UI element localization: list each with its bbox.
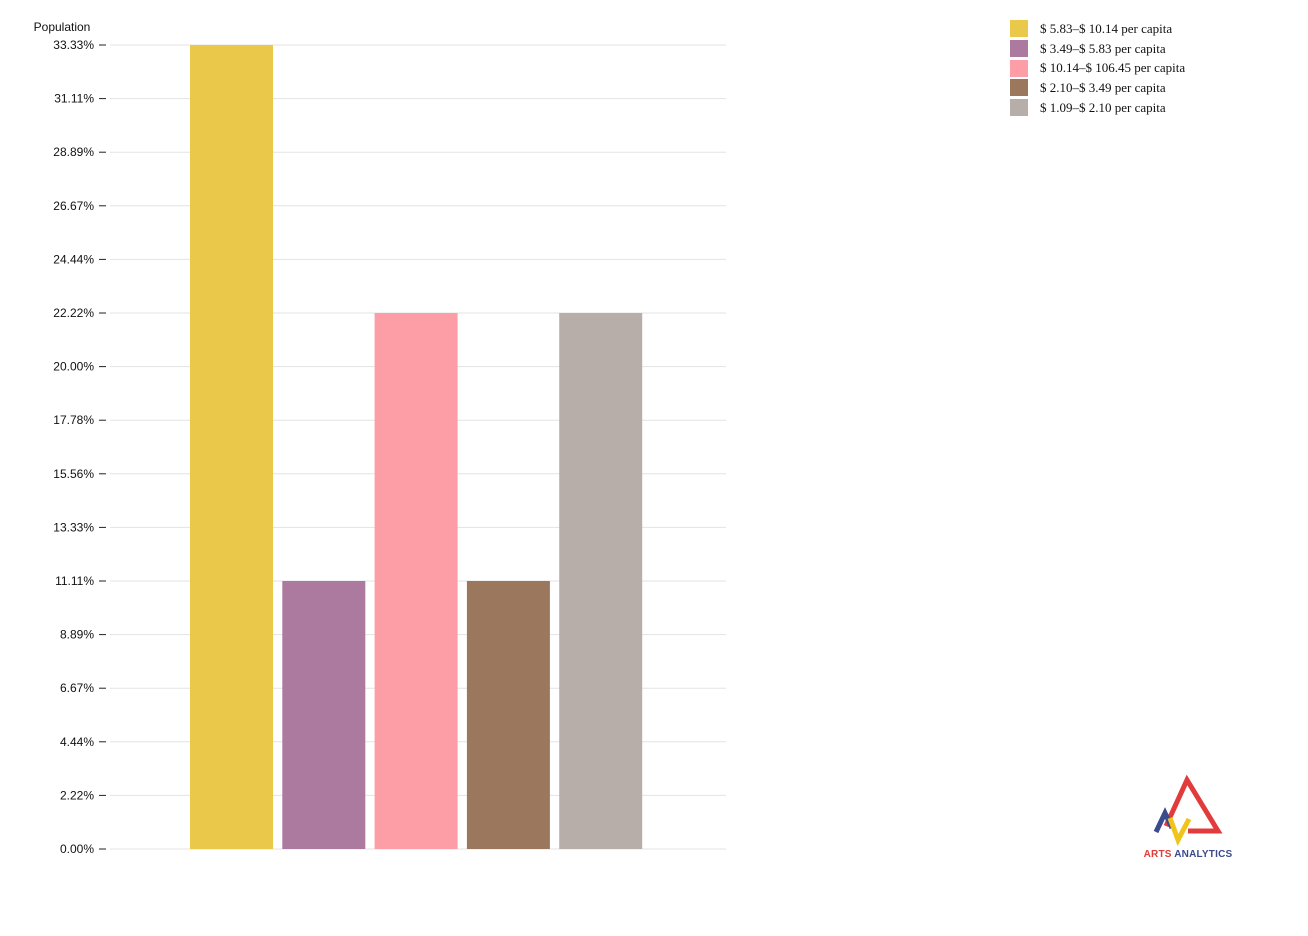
legend: $ 5.83–$ 10.14 per capita $ 3.49–$ 5.83 … xyxy=(1010,19,1185,117)
legend-label: $ 5.83–$ 10.14 per capita xyxy=(1040,20,1173,36)
y-axis: 0.00% 2.22% 4.44% 6.67% 8.89% 11.11% 13.33% 15.… xyxy=(53,38,106,856)
bar[interactable] xyxy=(466,581,550,849)
logo-mark-icon xyxy=(1153,774,1223,847)
y-tick-label: 33.33% xyxy=(53,38,94,52)
bar[interactable] xyxy=(282,581,366,849)
legend-item[interactable]: $ 5.83–$ 10.14 per capita xyxy=(1010,19,1185,39)
y-tick-label: 13.33% xyxy=(53,520,94,534)
y-axis-title: Population xyxy=(34,20,91,34)
legend-swatch xyxy=(1010,79,1028,97)
legend-swatch xyxy=(1010,59,1028,77)
legend-swatch xyxy=(1010,99,1028,117)
y-tick-label: 15.56% xyxy=(53,467,94,481)
legend-item[interactable]: $ 1.09–$ 2.10 per capita xyxy=(1010,98,1185,118)
legend-item[interactable]: $ 10.14–$ 106.45 per capita xyxy=(1010,58,1185,78)
y-tick-label: 22.22% xyxy=(53,306,94,320)
legend-label: $ 2.10–$ 3.49 per capita xyxy=(1040,79,1166,95)
arts-analytics-logo: ARTS ANALYTICS xyxy=(1140,772,1236,864)
legend-item[interactable]: $ 2.10–$ 3.49 per capita xyxy=(1010,78,1185,98)
y-tick-label: 26.67% xyxy=(53,199,94,213)
y-tick-label: 0.00% xyxy=(60,842,94,856)
legend-label: $ 10.14–$ 106.45 per capita xyxy=(1040,60,1186,76)
legend-swatch xyxy=(1010,40,1028,58)
bars xyxy=(190,45,643,849)
y-tick-label: 24.44% xyxy=(53,252,94,266)
y-tick-label: 4.44% xyxy=(60,735,94,749)
y-tick-label: 6.67% xyxy=(60,681,94,695)
y-tick-label: 11.11% xyxy=(55,574,94,588)
legend-label: $ 1.09–$ 2.10 per capita xyxy=(1040,99,1166,115)
y-tick-label: 8.89% xyxy=(60,628,94,642)
bar[interactable] xyxy=(374,313,458,849)
y-tick-label: 31.11% xyxy=(54,92,94,106)
logo-text: ARTS ANALYTICS xyxy=(1143,849,1233,860)
y-tick-label: 20.00% xyxy=(53,360,94,374)
y-tick-label: 17.78% xyxy=(53,413,94,427)
bar[interactable] xyxy=(559,313,643,849)
y-tick-label: 2.22% xyxy=(60,788,94,802)
legend-item[interactable]: $ 3.49–$ 5.83 per capita xyxy=(1010,39,1185,59)
y-tick-label: 28.89% xyxy=(53,145,94,159)
legend-label: $ 3.49–$ 5.83 per capita xyxy=(1040,40,1166,56)
legend-swatch xyxy=(1010,20,1028,38)
bar[interactable] xyxy=(190,45,273,849)
